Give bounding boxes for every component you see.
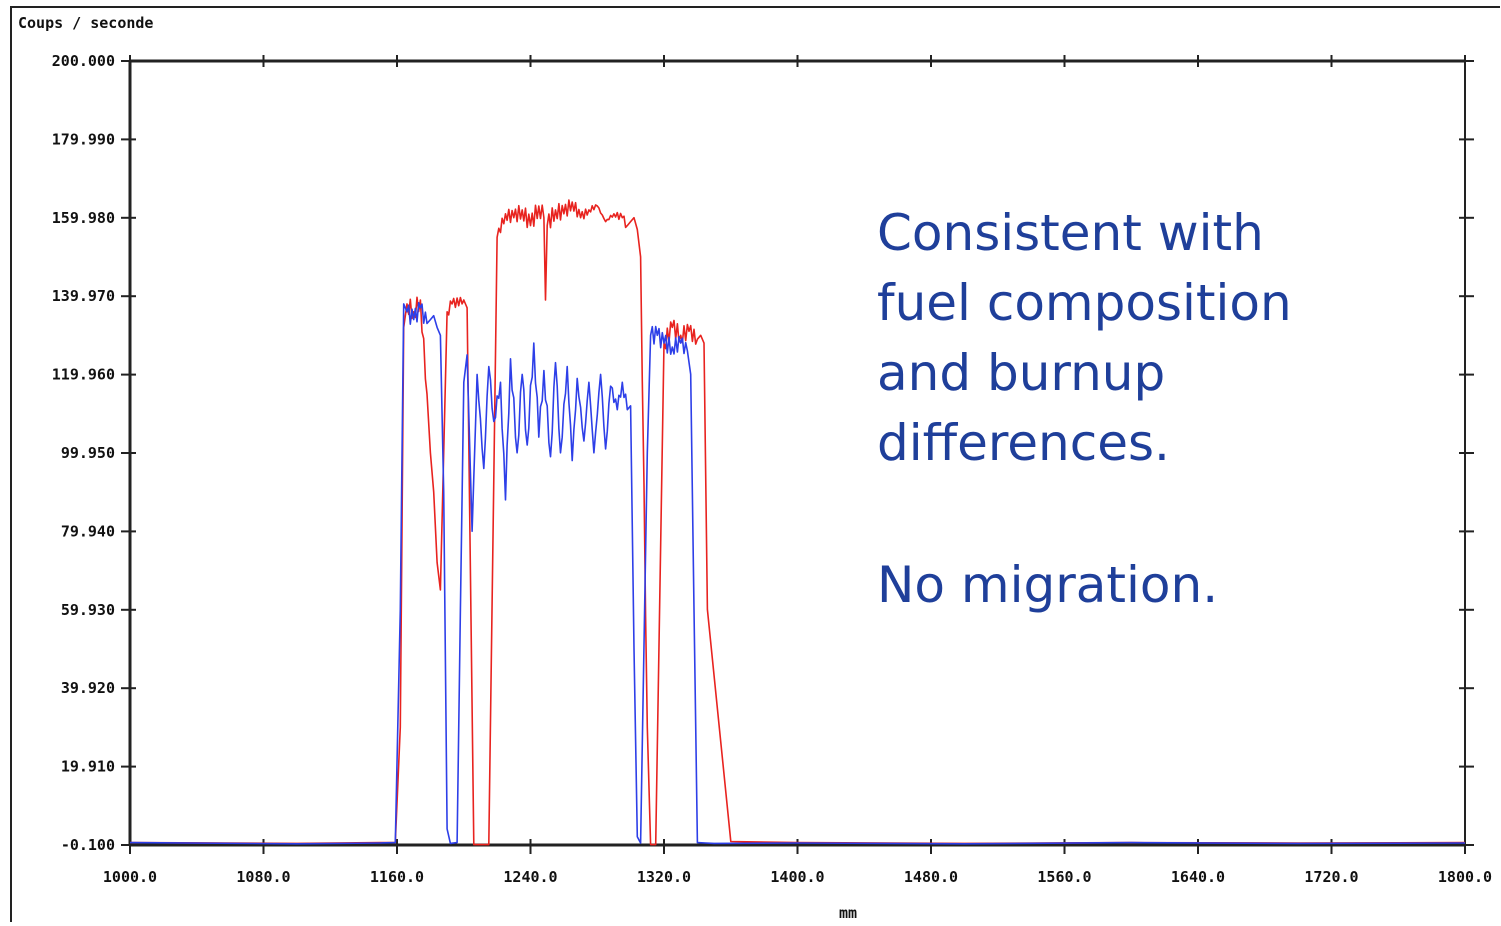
annotation-line-4: differences. bbox=[877, 414, 1170, 472]
x-tick-label: 1320.0 bbox=[637, 868, 691, 886]
y-tick-label: 200.000 bbox=[52, 52, 115, 70]
x-tick-label: 1800.0 bbox=[1438, 868, 1492, 886]
y-tick-label: 59.930 bbox=[61, 601, 115, 619]
annotation-text: Consistent with fuel composition and bur… bbox=[877, 198, 1292, 478]
y-tick-label: -0.100 bbox=[61, 836, 115, 854]
series-2-line bbox=[129, 302, 1466, 845]
y-tick-label: 79.940 bbox=[61, 522, 115, 540]
x-tick-label: 1400.0 bbox=[770, 868, 824, 886]
x-tick-label: 1000.0 bbox=[103, 868, 157, 886]
x-tick-label: 1080.0 bbox=[236, 868, 290, 886]
y-tick-label: 179.990 bbox=[52, 130, 115, 148]
y-tick-label: 19.910 bbox=[61, 758, 115, 776]
plot-area: -0.100 19.910 39.920 59.930 79.940 99.950 119.… bbox=[52, 52, 1492, 886]
y-tick-label: 159.980 bbox=[52, 209, 115, 227]
annotation-line-2: fuel composition bbox=[877, 274, 1292, 332]
y-tick-label: 39.920 bbox=[61, 679, 115, 697]
y-tick-label: 139.970 bbox=[52, 287, 115, 305]
x-tick-label: 1720.0 bbox=[1304, 868, 1358, 886]
y-tick-label: 119.960 bbox=[52, 366, 115, 384]
annotation-conclusion: No migration. bbox=[877, 556, 1219, 614]
chart-frame bbox=[10, 6, 1500, 922]
series-1-line bbox=[129, 199, 1466, 846]
x-axis-title: mm bbox=[839, 904, 857, 922]
x-tick-label: 1240.0 bbox=[503, 868, 557, 886]
y-tick-label: 99.950 bbox=[61, 444, 115, 462]
annotation-line-1: Consistent with bbox=[877, 204, 1264, 262]
y-axis-title: Coups / seconde bbox=[18, 14, 153, 32]
x-tick-label: 1640.0 bbox=[1171, 868, 1225, 886]
annotation-line-3: and burnup bbox=[877, 344, 1166, 402]
x-tick-label: 1160.0 bbox=[370, 868, 424, 886]
x-tick-label: 1560.0 bbox=[1037, 868, 1091, 886]
x-tick-label: 1480.0 bbox=[904, 868, 958, 886]
